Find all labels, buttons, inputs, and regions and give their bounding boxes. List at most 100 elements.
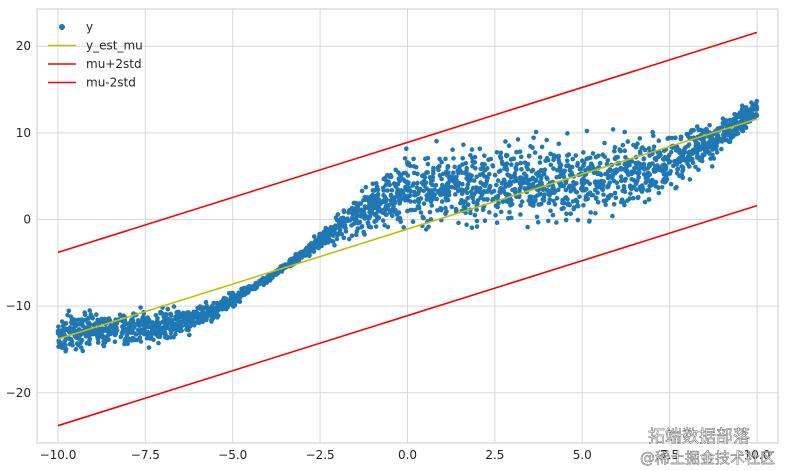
scatter-point xyxy=(339,217,344,223)
scatter-point xyxy=(468,153,473,158)
x-tick-label: 10.0 xyxy=(744,448,771,462)
scatter-point xyxy=(402,156,408,161)
scatter-point xyxy=(107,325,112,331)
scatter-point xyxy=(453,192,458,197)
scatter-point xyxy=(498,150,504,156)
scatter-point xyxy=(666,160,672,165)
x-tick-label: 5.0 xyxy=(573,448,592,462)
scatter-point xyxy=(666,135,672,141)
scatter-point xyxy=(558,183,563,189)
scatter-point xyxy=(124,326,130,332)
scatter-point xyxy=(587,181,592,187)
x-tick-label: 7.5 xyxy=(660,448,679,462)
scatter-point xyxy=(386,202,392,208)
scatter-point xyxy=(401,170,407,176)
scatter-point xyxy=(680,148,686,154)
scatter-point xyxy=(581,203,586,208)
scatter-point xyxy=(449,204,455,210)
scatter-point xyxy=(236,290,241,296)
scatter-point xyxy=(709,135,714,141)
scatter-point xyxy=(610,174,615,179)
scatter-point xyxy=(611,178,617,184)
scatter-point xyxy=(220,306,225,312)
scatter-point xyxy=(527,194,533,199)
scatter-point xyxy=(580,158,585,163)
scatter-point xyxy=(641,161,647,167)
scatter-point xyxy=(541,195,547,200)
scatter-point xyxy=(509,174,515,179)
scatter-point xyxy=(467,172,472,177)
scatter-point xyxy=(438,206,444,211)
scatter-point xyxy=(122,341,127,347)
scatter-point xyxy=(59,345,65,351)
scatter-point xyxy=(79,320,85,326)
scatter-point xyxy=(481,183,487,188)
scatter-point xyxy=(633,144,639,150)
scatter-point xyxy=(62,338,68,344)
scatter-point xyxy=(435,208,440,213)
scatter-point xyxy=(464,222,469,228)
scatter-point xyxy=(696,127,701,133)
scatter-point xyxy=(184,323,189,329)
scatter-point xyxy=(546,188,552,194)
scatter-point xyxy=(474,174,480,180)
scatter-point xyxy=(719,125,725,130)
scatter-point xyxy=(56,338,61,344)
scatter-point xyxy=(190,312,195,317)
scatter-point xyxy=(445,192,451,197)
scatter-point xyxy=(605,158,611,163)
scatter-point xyxy=(570,199,576,204)
scatter-point xyxy=(702,139,707,145)
scatter-point xyxy=(468,210,473,216)
scatter-point xyxy=(170,318,175,323)
scatter-point xyxy=(661,148,667,154)
scatter-point xyxy=(703,148,708,154)
scatter-point xyxy=(401,177,406,182)
scatter-point xyxy=(660,163,665,168)
scatter-point xyxy=(558,169,564,175)
scatter-point xyxy=(55,331,61,336)
scatter-point xyxy=(574,199,580,204)
scatter-point xyxy=(496,169,502,174)
scatter-point xyxy=(62,342,67,347)
x-tick-label: 0.0 xyxy=(398,448,417,462)
scatter-point xyxy=(456,220,461,226)
scatter-point xyxy=(546,218,551,224)
scatter-point xyxy=(482,162,487,167)
scatter-point xyxy=(732,117,738,122)
scatter-point xyxy=(400,196,405,201)
scatter-point xyxy=(519,199,525,204)
scatter-point xyxy=(739,107,745,112)
scatter-point xyxy=(585,196,590,202)
scatter-point xyxy=(137,335,143,340)
scatter-point xyxy=(63,321,69,326)
scatter-point xyxy=(449,184,455,190)
scatter-point xyxy=(299,255,305,260)
scatter-point xyxy=(537,192,542,197)
scatter-point xyxy=(93,330,99,336)
scatter-point xyxy=(154,318,160,324)
scatter-point xyxy=(646,187,652,193)
scatter-point xyxy=(478,166,484,172)
scatter-point xyxy=(198,304,204,310)
scatter-point xyxy=(320,234,325,239)
scatter-point xyxy=(615,185,621,190)
scatter-point xyxy=(509,215,514,221)
scatter-point xyxy=(389,188,395,193)
scatter-point xyxy=(565,131,570,136)
scatter-point xyxy=(129,337,135,343)
scatter-point xyxy=(563,187,569,193)
scatter-point xyxy=(509,202,515,207)
scatter-point xyxy=(623,155,628,160)
scatter-point xyxy=(564,158,570,163)
scatter-point xyxy=(150,323,155,329)
scatter-point xyxy=(355,220,361,226)
scatter-point xyxy=(62,327,67,333)
scatter-point xyxy=(537,202,542,207)
scatter-point xyxy=(708,156,713,161)
scatter-point xyxy=(470,164,475,169)
scatter-point xyxy=(710,147,715,152)
scatter-point xyxy=(98,328,104,334)
scatter-point xyxy=(399,188,404,193)
scatter-point xyxy=(362,204,368,209)
